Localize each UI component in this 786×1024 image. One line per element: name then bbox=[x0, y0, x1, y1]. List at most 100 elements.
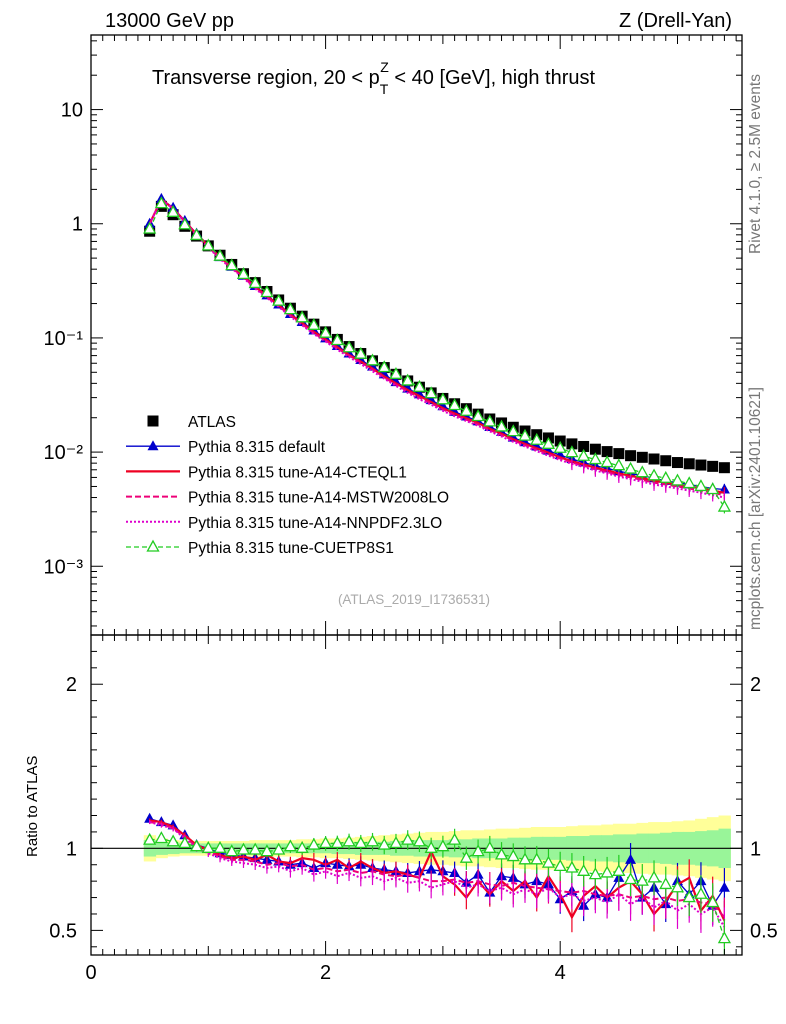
xtick-label: 0 bbox=[85, 962, 96, 984]
ratio-series-cuetp8s1 bbox=[143, 828, 732, 955]
cuetp8s1-ratio-point bbox=[424, 840, 438, 853]
legend-entry-nnpdf: Pythia 8.315 tune-A14-NNPDF2.3LO bbox=[126, 515, 442, 532]
ratio-ytick-label: 1 bbox=[66, 838, 77, 860]
cuetp8s1-ratio-point bbox=[412, 834, 427, 847]
default-ratio-point bbox=[625, 853, 637, 864]
cuetp8s1-ratio-point bbox=[389, 836, 403, 849]
cuetp8s1-point bbox=[178, 217, 192, 230]
cuetp8s1-point bbox=[623, 461, 638, 474]
legend-entry-atlas: ATLAS bbox=[147, 414, 236, 431]
cuetp8s1-ratio-point bbox=[682, 890, 696, 903]
atlas-point bbox=[589, 443, 601, 455]
cuetp8s1-ratio-point bbox=[154, 831, 168, 844]
atlas-point bbox=[707, 460, 719, 472]
ratio-ytick-label-right: 2 bbox=[750, 674, 761, 696]
main-series-atlas bbox=[144, 200, 730, 474]
main-ytick-label: 10⁻¹ bbox=[44, 328, 84, 350]
cuetp8s1-ratio-point bbox=[717, 931, 732, 944]
cuetp8s1-ratio-point bbox=[272, 842, 286, 855]
legend-marker-atlas bbox=[147, 415, 159, 427]
cuetp8s1-point bbox=[448, 398, 462, 411]
legend-entry-cteql1: Pythia 8.315 tune-A14-CTEQL1 bbox=[126, 464, 407, 481]
cuetp8s1-ratio-point bbox=[694, 886, 708, 899]
ratio-ytick-label: 2 bbox=[66, 674, 77, 696]
main-panel bbox=[143, 192, 732, 514]
legend-label: Pythia 8.315 tune-CUETP8S1 bbox=[188, 540, 394, 557]
cuetp8s1-point bbox=[354, 346, 368, 359]
cuetp8s1-point bbox=[659, 470, 673, 483]
legend-label: Pythia 8.315 default bbox=[188, 439, 326, 456]
cuetp8s1-ratio-point bbox=[471, 844, 485, 857]
cuetp8s1-ratio-point bbox=[143, 832, 157, 845]
cuetp8s1-point bbox=[401, 373, 415, 386]
cuetp8s1-point bbox=[377, 360, 391, 373]
cuetp8s1-point bbox=[682, 476, 696, 489]
cuetp8s1-point bbox=[283, 302, 298, 315]
cuetp8s1-ratio-point bbox=[623, 872, 638, 885]
legend-marker-default bbox=[147, 440, 159, 451]
ratio-panel bbox=[91, 812, 742, 955]
cuetp8s1-point bbox=[494, 419, 509, 432]
atlas-point bbox=[648, 453, 660, 465]
cuetp8s1-point bbox=[553, 440, 567, 453]
cuetp8s1-ratio-point bbox=[201, 840, 215, 853]
cuetp8s1-ratio-point bbox=[635, 873, 649, 886]
cuetp8s1-ratio-point bbox=[342, 834, 356, 847]
cuetp8s1-point bbox=[295, 310, 309, 323]
plot-title-post: < 40 [GeV], high thrust bbox=[389, 67, 596, 89]
cuetp8s1-point bbox=[424, 386, 438, 399]
cuetp8s1-ratio-point bbox=[565, 860, 579, 873]
default-point bbox=[413, 388, 425, 399]
cuetp8s1-point bbox=[143, 221, 157, 234]
cuetp8s1-point bbox=[436, 392, 450, 405]
cuetp8s1-ratio-point bbox=[178, 836, 192, 849]
atlas-point bbox=[601, 446, 613, 458]
main-ytick-label: 10 bbox=[61, 100, 83, 122]
cuetp8s1-ratio-point bbox=[494, 847, 509, 860]
cuetp8s1-point bbox=[471, 409, 485, 422]
cuetp8s1-point bbox=[717, 499, 732, 512]
cuetp8s1-ratio-point bbox=[318, 836, 333, 849]
xtick-label: 4 bbox=[555, 962, 566, 984]
cuetp8s1-point bbox=[201, 238, 215, 251]
cuetp8s1-point bbox=[612, 458, 626, 471]
atlas-point bbox=[718, 462, 730, 474]
cuetp8s1-point bbox=[577, 448, 591, 461]
ratio-ytick-label: 0.5 bbox=[49, 920, 77, 942]
cuetp8s1-point bbox=[483, 414, 497, 427]
legend-label: ATLAS bbox=[188, 414, 236, 431]
cuetp8s1-ratio-point bbox=[166, 834, 180, 847]
cuetp8s1-ratio-point bbox=[659, 877, 673, 890]
legend-entry-default: Pythia 8.315 default bbox=[126, 439, 326, 456]
cuetp8s1-point bbox=[600, 455, 614, 468]
cuetp8s1-point bbox=[272, 293, 286, 306]
cuetp8s1-point bbox=[541, 436, 556, 449]
cuetp8s1-point bbox=[459, 403, 473, 416]
xtick-label: 2 bbox=[320, 962, 331, 984]
cuetp8s1-point bbox=[518, 428, 532, 441]
header-right: Z (Drell-Yan) bbox=[619, 10, 732, 32]
legend-entry-cuetp8s1: Pythia 8.315 tune-CUETP8S1 bbox=[126, 539, 394, 557]
cuetp8s1-point bbox=[225, 258, 239, 271]
cuetp8s1-point bbox=[635, 465, 649, 478]
cuetp8s1-ratio-point bbox=[647, 870, 661, 883]
cuetp8s1-ratio-point bbox=[459, 850, 473, 863]
cuetp8s1-point bbox=[588, 452, 602, 465]
cuetp8s1-point bbox=[248, 276, 262, 289]
cuetp8s1-ratio-point bbox=[260, 844, 274, 857]
cuetp8s1-ratio-point bbox=[236, 842, 251, 855]
cuetp8s1-ratio-point bbox=[483, 840, 497, 853]
cuetp8s1-point bbox=[530, 432, 544, 445]
cuetp8s1-point bbox=[694, 479, 708, 492]
cuetp8s1-ratio-point bbox=[577, 863, 591, 876]
legend-marker-cuetp8s1 bbox=[146, 539, 160, 552]
cuetp8s1-ratio-point bbox=[436, 839, 450, 852]
cuetp8s1-point bbox=[189, 228, 204, 241]
plot-title: Transverse region, 20 < pTZ < 40 [GeV], … bbox=[152, 59, 596, 97]
cuetp8s1-ratio-point bbox=[295, 840, 309, 853]
cuetp8s1-ratio-point bbox=[518, 852, 532, 865]
cuetp8s1-point bbox=[260, 285, 274, 298]
axes: 10⁻³ 10⁻² 10⁻¹ 1 10 0.5 0.5 1 1 2 2 0 2 4 bbox=[44, 34, 778, 984]
cuetp8s1-ratio-point bbox=[670, 880, 685, 893]
plot-title-pre: Transverse region, 20 < p bbox=[152, 67, 380, 89]
